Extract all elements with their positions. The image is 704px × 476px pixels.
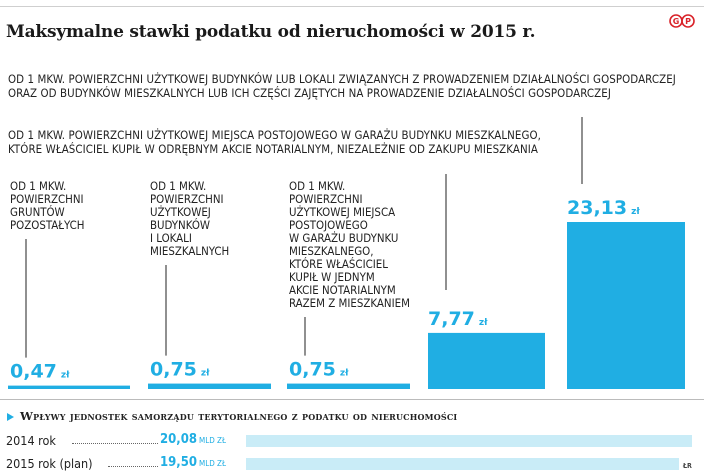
note-parking-separate: OD 1 MKW. POWIERZCHNI UŻYTKOWEJ MIEJSCA … bbox=[8, 128, 542, 156]
revenue-row: 2014 rok 20,08 MLD ZŁ bbox=[6, 432, 696, 451]
bar-value-label: 7,77 zł bbox=[428, 308, 488, 330]
category-label: OD 1 MKW. POWIERZCHNI UŻYTKOWEJ MIEJSCA POS… bbox=[289, 179, 410, 310]
bar bbox=[428, 332, 545, 389]
revenue-bar bbox=[246, 435, 692, 447]
revenue-row: 2015 rok (plan) 19,50 MLD ZŁ bbox=[6, 455, 696, 474]
category-label: OD 1 MKW. POWIERZCHNI GRUNTÓW POZOSTAŁYCH bbox=[10, 179, 84, 232]
bar-value-label: 0,75 zł bbox=[150, 359, 210, 381]
svg-text:G: G bbox=[673, 17, 680, 26]
svg-text:P: P bbox=[685, 17, 691, 26]
revenue-value: 20,08 MLD ZŁ bbox=[160, 432, 227, 447]
revenue-section-title: Wpływy jednostek samorządu terytorialneg… bbox=[20, 409, 458, 423]
note-business-buildings: OD 1 MKW. POWIERZCHNI UŻYTKOWEJ BUDYNKÓW… bbox=[8, 72, 676, 100]
bar bbox=[567, 222, 685, 389]
chart-title: Maksymalne stawki podatku od nieruchomoś… bbox=[6, 22, 536, 42]
leader-dots bbox=[108, 466, 158, 467]
revenue-value: 19,50 MLD ZŁ bbox=[160, 455, 227, 470]
leader-dots bbox=[72, 443, 158, 444]
author-credit: ŁR bbox=[683, 462, 692, 470]
category-label: OD 1 MKW. POWIERZCHNI UŻYTKOWEJ BUDYNKÓW I L… bbox=[150, 179, 229, 258]
bar bbox=[287, 383, 410, 389]
publisher-logo-icon: G P bbox=[669, 14, 695, 28]
bar-value-label: 23,13 zł bbox=[567, 197, 640, 219]
section-divider bbox=[0, 399, 704, 400]
revenue-year-label: 2014 rok bbox=[6, 433, 56, 448]
bar-value-label: 0,75 zł bbox=[289, 359, 349, 381]
top-rule bbox=[0, 6, 704, 7]
bar bbox=[148, 383, 271, 389]
bar bbox=[8, 385, 130, 389]
bar-value-label: 0,47 zł bbox=[10, 361, 70, 383]
arrow-bullet-icon bbox=[7, 413, 14, 421]
revenue-bar bbox=[246, 458, 680, 470]
revenue-year-label: 2015 rok (plan) bbox=[6, 456, 93, 471]
